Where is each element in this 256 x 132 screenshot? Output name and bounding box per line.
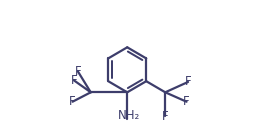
Text: F: F <box>183 95 190 108</box>
Text: F: F <box>185 76 191 88</box>
Text: F: F <box>69 95 76 108</box>
Text: F: F <box>162 110 168 123</box>
Text: F: F <box>74 65 81 78</box>
Text: F: F <box>71 74 77 87</box>
Text: NH₂: NH₂ <box>118 109 140 122</box>
